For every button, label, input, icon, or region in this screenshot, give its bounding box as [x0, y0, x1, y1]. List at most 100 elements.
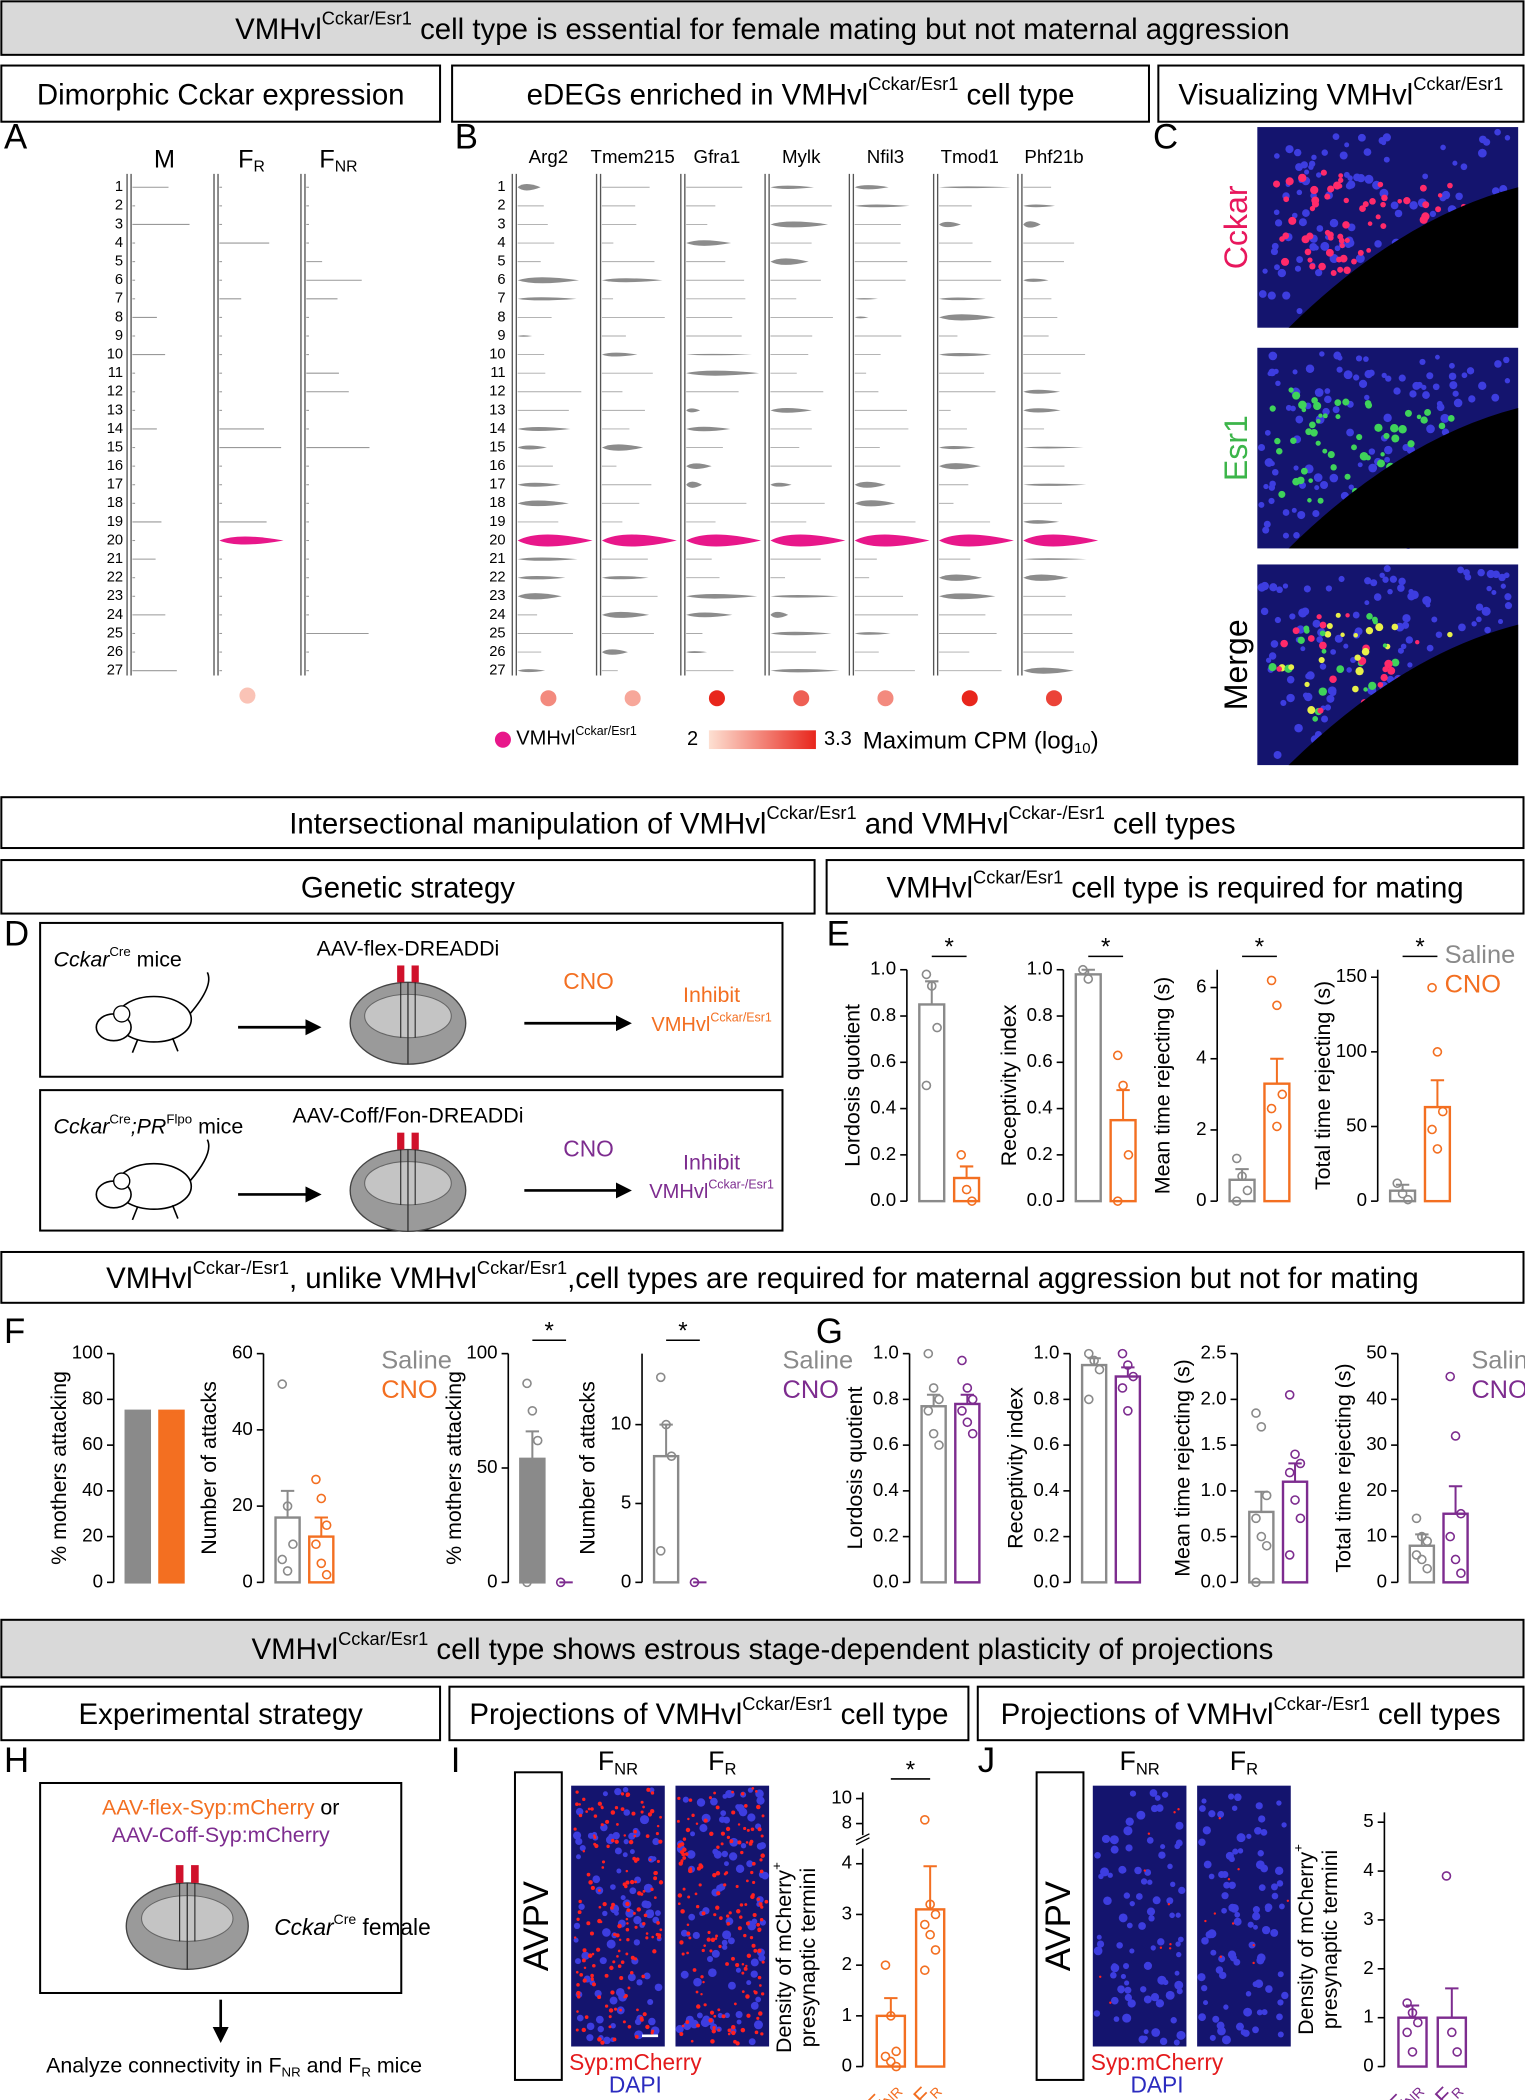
cell: [636, 1907, 641, 1912]
cell: [653, 1871, 658, 1876]
text-segment: Flpo: [166, 1111, 192, 1126]
cell: [1385, 375, 1392, 382]
max-cpm-dot: [961, 690, 978, 707]
injection: [411, 965, 419, 983]
row-label: 27: [107, 663, 123, 679]
mouse-line: CckarCre female: [274, 1911, 431, 1940]
cell: [1460, 163, 1468, 171]
cell: [1127, 1999, 1136, 2008]
cell: [593, 1814, 598, 1818]
bar: [1423, 1105, 1452, 1203]
text-segment: AAV-flex-Syp:mCherry: [102, 1795, 315, 1819]
cell: [582, 1948, 587, 1953]
row-label: 22: [489, 570, 505, 586]
cell: [720, 1810, 727, 1817]
cell: [1407, 662, 1413, 668]
cell: [1264, 458, 1274, 467]
cell: [1293, 148, 1302, 157]
section-title: Visualizing VMHvlCckar/Esr1: [1178, 73, 1503, 111]
cell: [599, 1957, 607, 1965]
cell: [745, 1921, 750, 1926]
cell: [1364, 174, 1374, 184]
y-tick-label: 0: [1377, 1570, 1387, 1591]
cell: [1103, 1896, 1112, 1906]
channel-label: Cckar: [1218, 185, 1254, 269]
cell: [728, 1981, 736, 1990]
cell: [1458, 623, 1466, 632]
cell: [746, 1860, 754, 1868]
cell: [651, 1856, 657, 1862]
cell: [1338, 177, 1344, 183]
row-label: 14: [489, 421, 505, 437]
cell: [1369, 198, 1376, 205]
cell: [1363, 687, 1368, 692]
readout-label: Analyze connectivity in FNR and FR mice: [46, 2053, 422, 2079]
cell: [1146, 1907, 1156, 1916]
text-segment: F: [1119, 1746, 1135, 1776]
cell: [1269, 583, 1278, 592]
text-segment: Cckar/Esr1: [575, 724, 637, 738]
y-tick-label: 2.5: [1201, 1342, 1227, 1363]
cell: [628, 1839, 634, 1845]
cell: [602, 1910, 608, 1917]
cell: [1277, 1999, 1284, 2006]
y-tick-label: 0: [1363, 2054, 1373, 2075]
cell: [610, 1906, 614, 1910]
cell: [629, 1849, 635, 1855]
data-point: [1083, 1348, 1094, 1359]
x-tick-label: FR: [908, 2075, 945, 2100]
cell: [646, 1787, 651, 1792]
cell: [643, 1913, 648, 1918]
cell: [1273, 368, 1279, 375]
cell: [1175, 1912, 1181, 1918]
cell: [635, 1857, 640, 1862]
cell: [576, 1983, 580, 1987]
expression-violin: [1023, 483, 1087, 486]
cell: [1296, 256, 1304, 263]
cell: [1269, 405, 1276, 412]
expression-violin: [854, 204, 910, 208]
cell: [686, 1850, 696, 1859]
cell: [750, 1958, 759, 1967]
max-cpm-dot: [540, 690, 557, 707]
expression-violin: [1023, 558, 1087, 560]
row-label: 18: [489, 495, 505, 511]
text-segment: Dimorphic Cckar expression: [37, 78, 405, 111]
cell: [1142, 2035, 1148, 2041]
cell: [1359, 451, 1369, 461]
banner-title: VMHvlCckar/Esr1 cell type shows estrous …: [251, 1628, 1273, 1666]
expression-violin: [517, 426, 571, 431]
data-point: [1295, 1458, 1306, 1469]
cell: [1320, 481, 1329, 490]
cell: [736, 2019, 742, 2025]
cell: [650, 2031, 654, 2035]
data-point: [1290, 1495, 1300, 1505]
cell: [690, 2039, 694, 2043]
cell: [721, 2014, 726, 2019]
row-label: 24: [107, 607, 123, 623]
cell: [650, 1887, 654, 1891]
data-point: [1256, 1422, 1267, 1432]
y-axis-label: Mean time rejecting (s): [1170, 1359, 1194, 1577]
virus-label: AAV-Coff/Fon-DREADDi: [292, 1104, 523, 1128]
y-tick-label: 20: [1366, 1479, 1387, 1500]
cluster-violin: [686, 534, 762, 547]
cell: [1343, 266, 1351, 274]
cell: [1157, 1938, 1165, 1946]
cell: [720, 1831, 726, 1836]
row-label: 19: [107, 514, 123, 530]
cell: [1149, 1789, 1158, 1797]
cell: [1345, 613, 1350, 618]
cell: [1477, 148, 1487, 158]
expression-violin: [517, 297, 577, 301]
cell: [731, 2025, 736, 2030]
data-point: [962, 1417, 973, 1428]
cell: [681, 1952, 685, 1956]
cell: [1218, 1871, 1226, 1879]
cell: [583, 1966, 587, 1970]
cell: [713, 2014, 717, 2018]
expression-violin: [686, 408, 701, 413]
cell: [1305, 428, 1313, 436]
cell: [1321, 715, 1329, 723]
cell: [717, 2028, 721, 2032]
